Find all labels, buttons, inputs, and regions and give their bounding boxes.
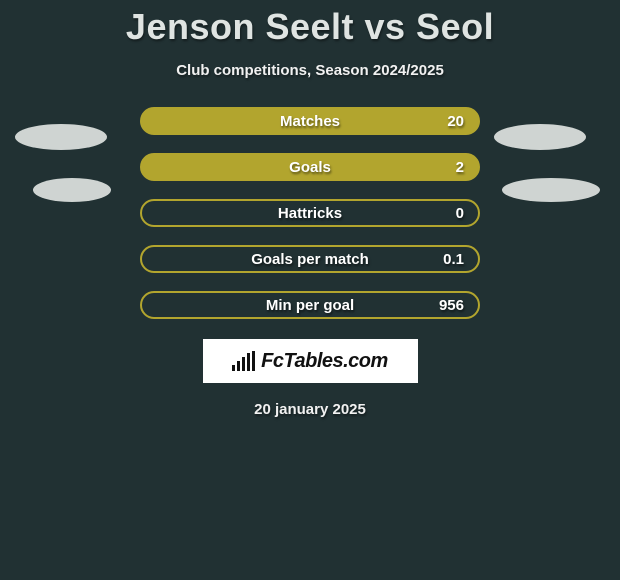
decorative-ellipse [33,178,111,202]
logo-text: FcTables.com [261,350,388,373]
stat-row: Matches 20 [140,107,480,135]
decorative-ellipse [15,124,107,150]
stat-label: Goals [289,159,331,176]
chart-icon [232,351,255,371]
decorative-ellipse [494,124,586,150]
stat-label: Hattricks [278,205,342,222]
fctables-logo: FcTables.com [203,339,418,383]
stat-label: Goals per match [251,251,369,268]
stat-value: 956 [439,297,464,314]
stat-label: Matches [280,113,340,130]
stat-row: Min per goal 956 [140,291,480,319]
stat-value: 0.1 [443,251,464,268]
stat-row: Goals 2 [140,153,480,181]
subtitle: Club competitions, Season 2024/2025 [0,62,620,79]
stat-label: Min per goal [266,297,354,314]
date-label: 20 january 2025 [0,401,620,418]
decorative-ellipse [502,178,600,202]
stat-row: Goals per match 0.1 [140,245,480,273]
stat-value: 2 [456,159,464,176]
page-title: Jenson Seelt vs Seol [0,0,620,48]
stat-value: 20 [447,113,464,130]
stat-row: Hattricks 0 [140,199,480,227]
stat-value: 0 [456,205,464,222]
